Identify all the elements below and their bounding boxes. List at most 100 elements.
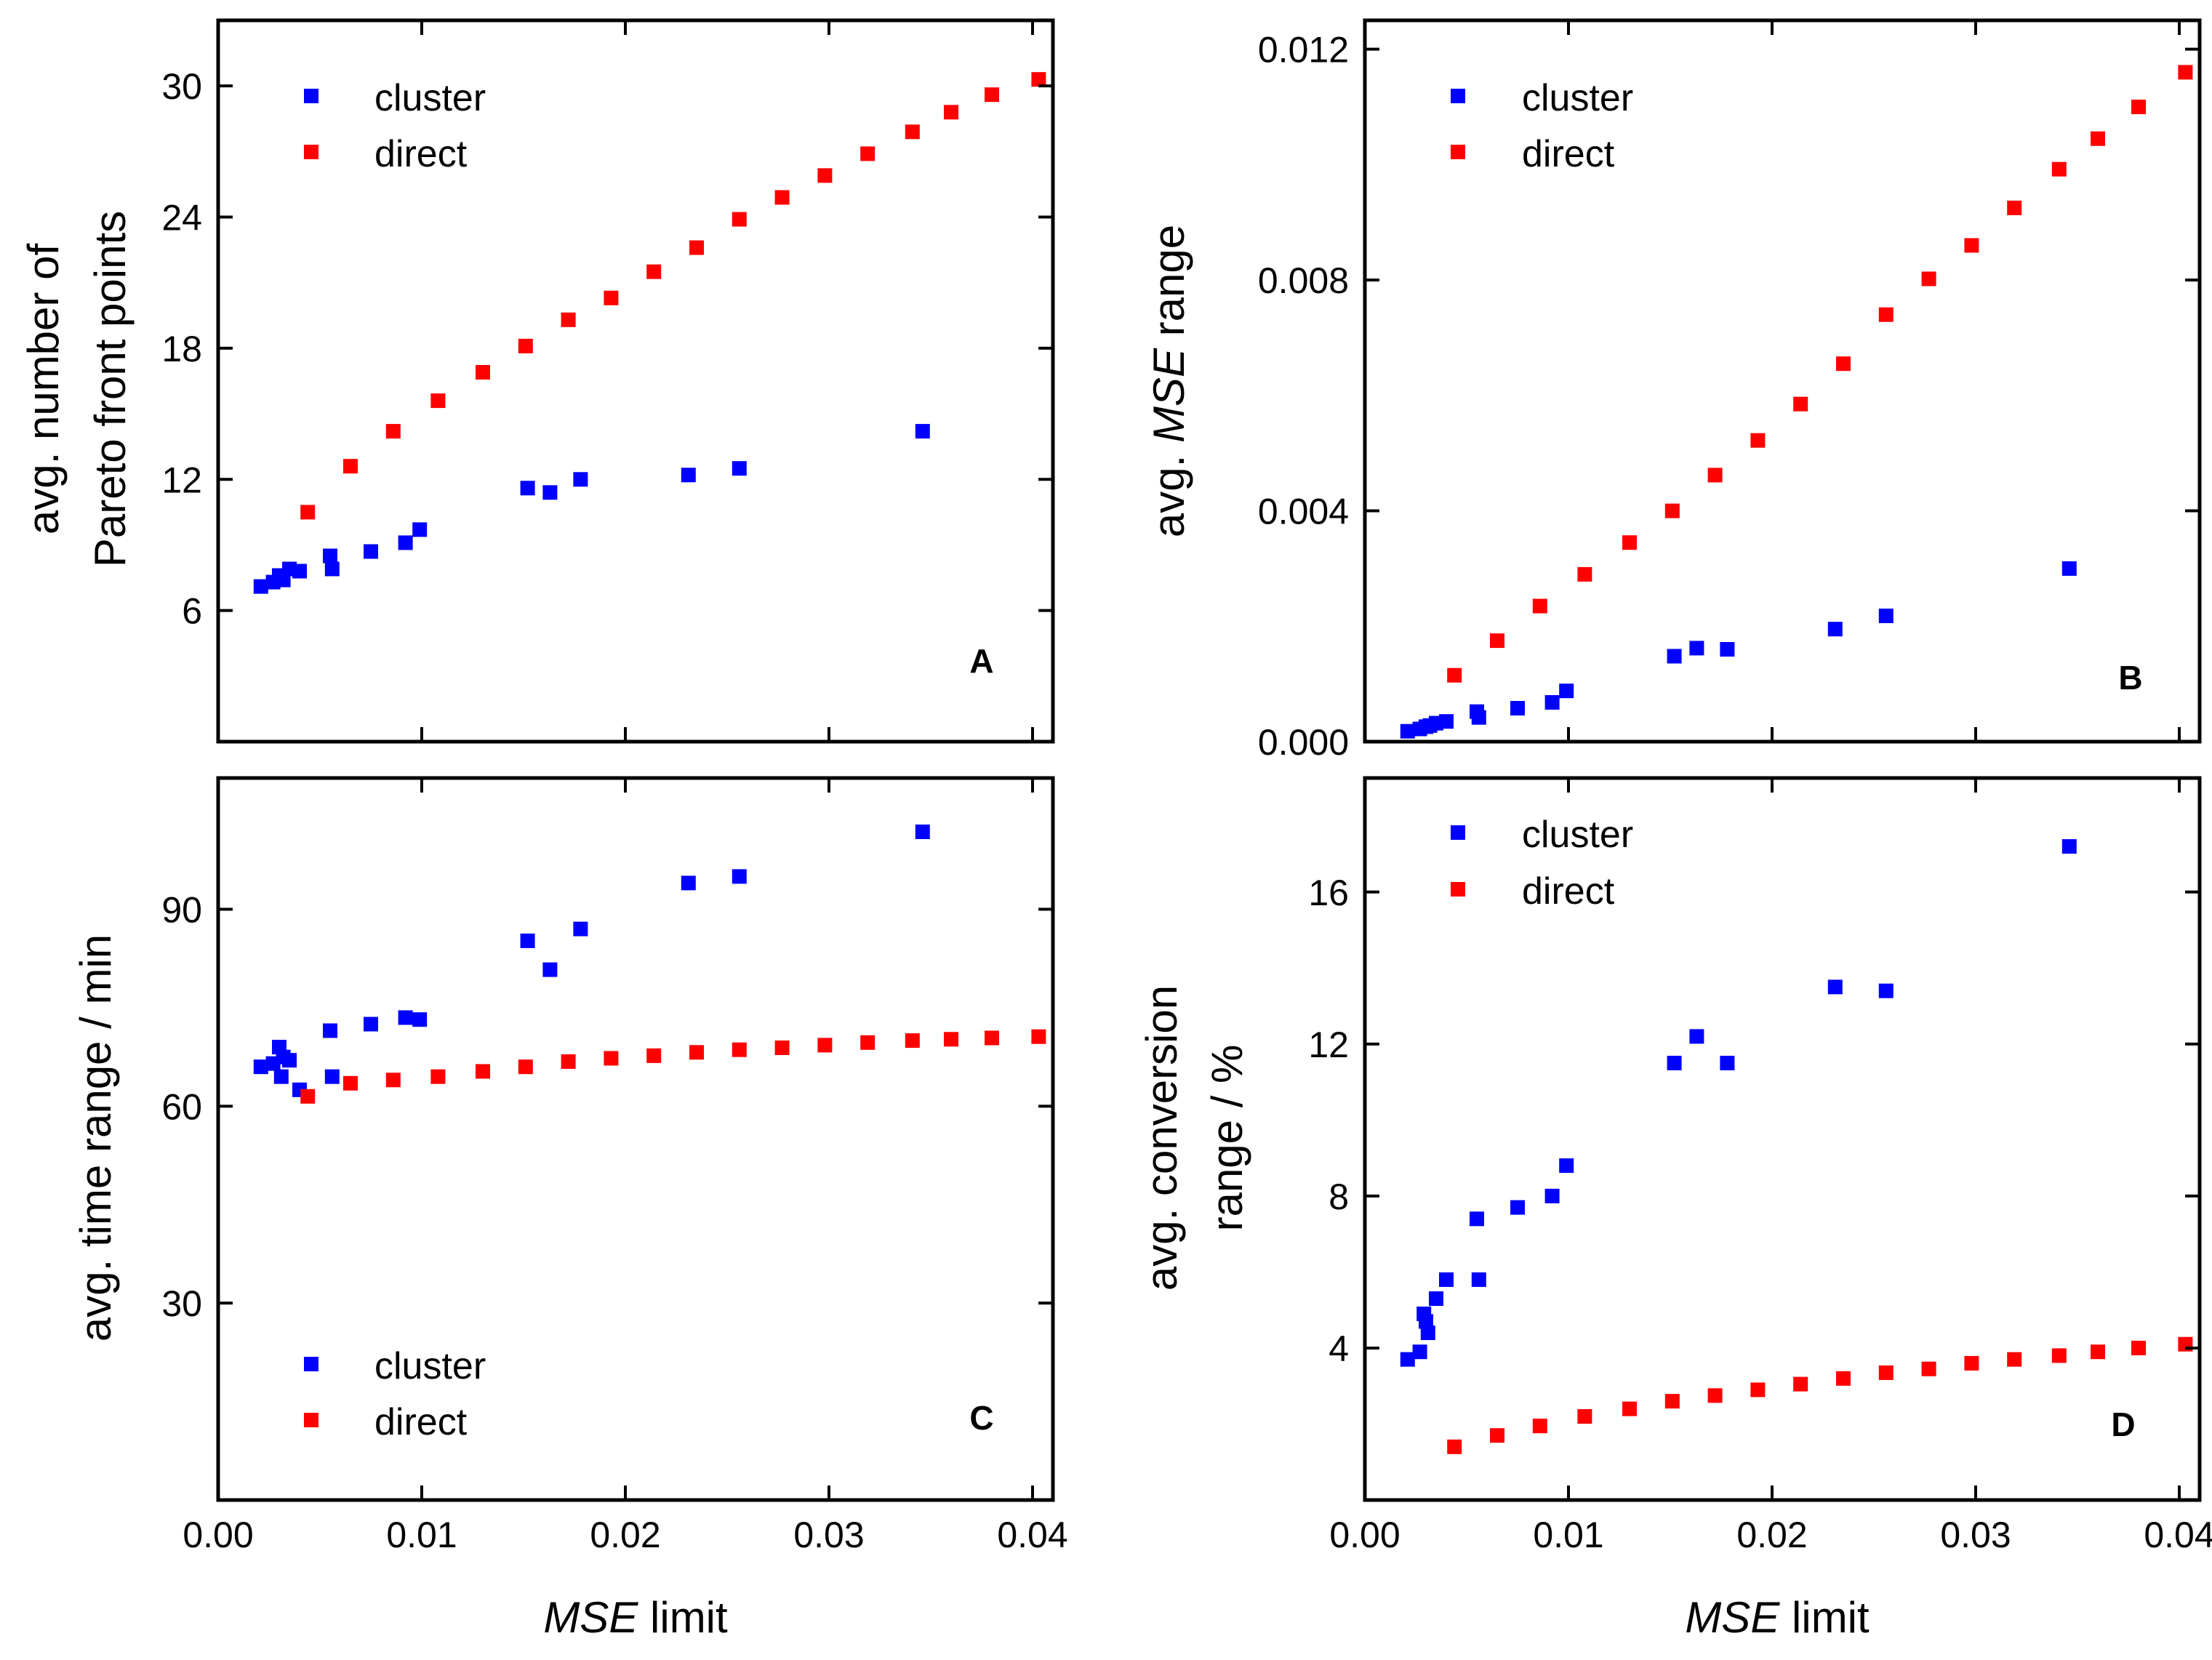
- panel-a-cluster-point: [276, 572, 291, 588]
- panel-a-cluster-point: [542, 485, 558, 500]
- panel-c-xtick-label: 0.03: [793, 1515, 864, 1555]
- panel-c-direct-point: [689, 1045, 704, 1060]
- panel-a-direct-point: [905, 124, 920, 140]
- panel-c-direct-point: [343, 1075, 358, 1091]
- panel-b-direct-point: [1964, 238, 1979, 253]
- panel-c-frame: [216, 776, 1055, 1502]
- panel-d-direct-point: [1750, 1382, 1766, 1398]
- panel-b-direct-point: [1836, 356, 1851, 372]
- panel-c-xticks: 0.00 0.01 0.02 0.03 0.04: [183, 778, 1068, 1555]
- panel-d-legend-cluster-swatch: [1451, 825, 1465, 840]
- panel-d-cluster-point: [1420, 1326, 1435, 1340]
- panel-a-cluster-point: [292, 564, 307, 579]
- panel-d-xtick-label: 0.02: [1736, 1515, 1807, 1555]
- panel-b-direct-point: [1921, 271, 1936, 286]
- panel-a-legend: cluster direct: [304, 77, 486, 175]
- panel-d-direct-point: [1490, 1428, 1504, 1443]
- panel-a-direct-point: [646, 264, 662, 279]
- panel-d-xtick-label: 0.04: [2144, 1515, 2212, 1555]
- panel-c-xtick-label: 0.02: [590, 1515, 660, 1555]
- panel-a-ytick-label: 12: [161, 460, 202, 500]
- panel-d-xtick-label: 0.01: [1533, 1515, 1603, 1555]
- panel-c-yticks: 30 60 90: [161, 890, 1053, 1324]
- panel-d-ytick-label: 4: [1329, 1328, 1349, 1369]
- panel-d-cluster-point: [1439, 1272, 1454, 1287]
- panel-a-ytick-label: 18: [161, 329, 202, 369]
- panel-c-legend-cluster: cluster: [374, 1345, 486, 1387]
- panel-c-label: C: [969, 1399, 993, 1437]
- panel-d-xlabel-rest: limit: [1779, 1593, 1870, 1642]
- panel-d-direct-point: [2091, 1344, 2105, 1360]
- panel-b-ylabel: avg. MSE range: [1145, 225, 1193, 537]
- panel-d-direct-point: [1707, 1388, 1723, 1403]
- panel-a-direct-point: [604, 290, 619, 305]
- panel-d-marks: [1400, 839, 2193, 1454]
- panel-a-cluster-point: [253, 579, 268, 594]
- panel-d-ytick-label: 12: [1308, 1025, 1349, 1065]
- panel-b-direct-point: [1622, 535, 1637, 550]
- panel-a-direct-point: [817, 168, 833, 183]
- panel-a-yticks: 6 12 18 24 30: [161, 66, 1053, 632]
- panel-b-cluster-point: [1720, 642, 1735, 657]
- panel-b-direct-point: [1664, 503, 1680, 518]
- panel-c: 0.00 0.01 0.02 0.03 0.04 30 60 90 avg. time ra…: [71, 776, 1068, 1555]
- panel-a-cluster-point: [681, 468, 696, 483]
- panel-a-direct-point: [430, 393, 446, 409]
- panel-d-xlabel: MSE limit: [1685, 1593, 1870, 1642]
- panel-a-direct-point: [300, 505, 316, 520]
- panel-d-direct-point: [1532, 1419, 1547, 1434]
- panel-b-cluster-point: [1439, 714, 1454, 729]
- panel-c-xtick-label: 0.04: [997, 1515, 1067, 1555]
- panel-a-cluster-point: [915, 424, 930, 439]
- panel-d-direct-point: [1793, 1376, 1808, 1392]
- panel-a-legend-cluster: cluster: [374, 77, 486, 119]
- panel-a-xticks: [217, 20, 1034, 742]
- panel-b-direct-point: [1577, 566, 1592, 582]
- panel-b-ytick-label: 0.004: [1258, 492, 1349, 532]
- panel-a-direct-point: [343, 459, 358, 474]
- panel-b-direct-point: [2131, 100, 2146, 114]
- panel-c-cluster-point: [253, 1059, 268, 1075]
- panel-d-xticks: 0.00 0.01 0.02 0.03 0.04: [1329, 778, 2212, 1555]
- panel-a-legend-direct-swatch: [304, 145, 318, 159]
- panel-c-ytick-label: 90: [161, 890, 202, 931]
- panel-c-cluster-point: [573, 921, 588, 937]
- panel-d-yticks: 4 8 12 16: [1308, 873, 2200, 1369]
- panel-a-cluster-point: [323, 548, 337, 564]
- panel-a-ylabel-line-1: avg. number of: [19, 244, 68, 535]
- panel-a-ytick-label: 6: [182, 591, 202, 632]
- panel-a-ytick-label: 30: [161, 66, 202, 107]
- panel-c-cluster-point: [520, 933, 535, 948]
- panel-a-direct-point: [774, 190, 790, 205]
- panel-a-direct-point: [561, 312, 576, 327]
- panel-b-direct-point: [2051, 161, 2067, 177]
- panel-d-xtick-label: 0.03: [1940, 1515, 2011, 1555]
- panel-c-marks: [253, 825, 1046, 1104]
- panel-d-legend: cluster direct: [1451, 814, 1633, 913]
- panel-b-yticks: 0.000 0.004 0.008 0.012: [1258, 30, 2200, 763]
- panel-c-legend-direct: direct: [374, 1401, 468, 1443]
- panel-c-direct-point: [732, 1042, 747, 1057]
- panel-d-legend-cluster: cluster: [1522, 814, 1633, 856]
- panel-d-direct-point: [1878, 1365, 1894, 1380]
- panel-c-direct-point: [944, 1032, 958, 1047]
- panel-d-direct-point: [1664, 1394, 1680, 1409]
- panel-b-direct-point: [1707, 468, 1723, 483]
- panel-c-cluster-point: [915, 825, 930, 839]
- panel-c-direct-point: [561, 1054, 576, 1069]
- panel-a-direct-point: [385, 424, 401, 439]
- panel-b-cluster-point: [1471, 710, 1486, 725]
- panel-b-ylabel-prefix: avg.: [1145, 443, 1193, 537]
- panel-a-ylabel-line-2: Pareto front points: [86, 211, 135, 567]
- panel-c-cluster-point: [681, 875, 696, 891]
- panel-b-cluster-point: [1510, 701, 1525, 715]
- panel-b-direct-point: [1532, 598, 1547, 614]
- panel-a-direct-point: [1031, 72, 1046, 87]
- panel-c-direct-point: [985, 1030, 999, 1046]
- panel-c-xlabel-mse: MSE: [543, 1593, 638, 1642]
- panel-c-xlabel-rest: limit: [638, 1593, 728, 1642]
- panel-a-direct-point: [689, 240, 704, 255]
- panel-d-ytick-label: 8: [1329, 1176, 1349, 1217]
- panel-b-frame: [1363, 18, 2202, 744]
